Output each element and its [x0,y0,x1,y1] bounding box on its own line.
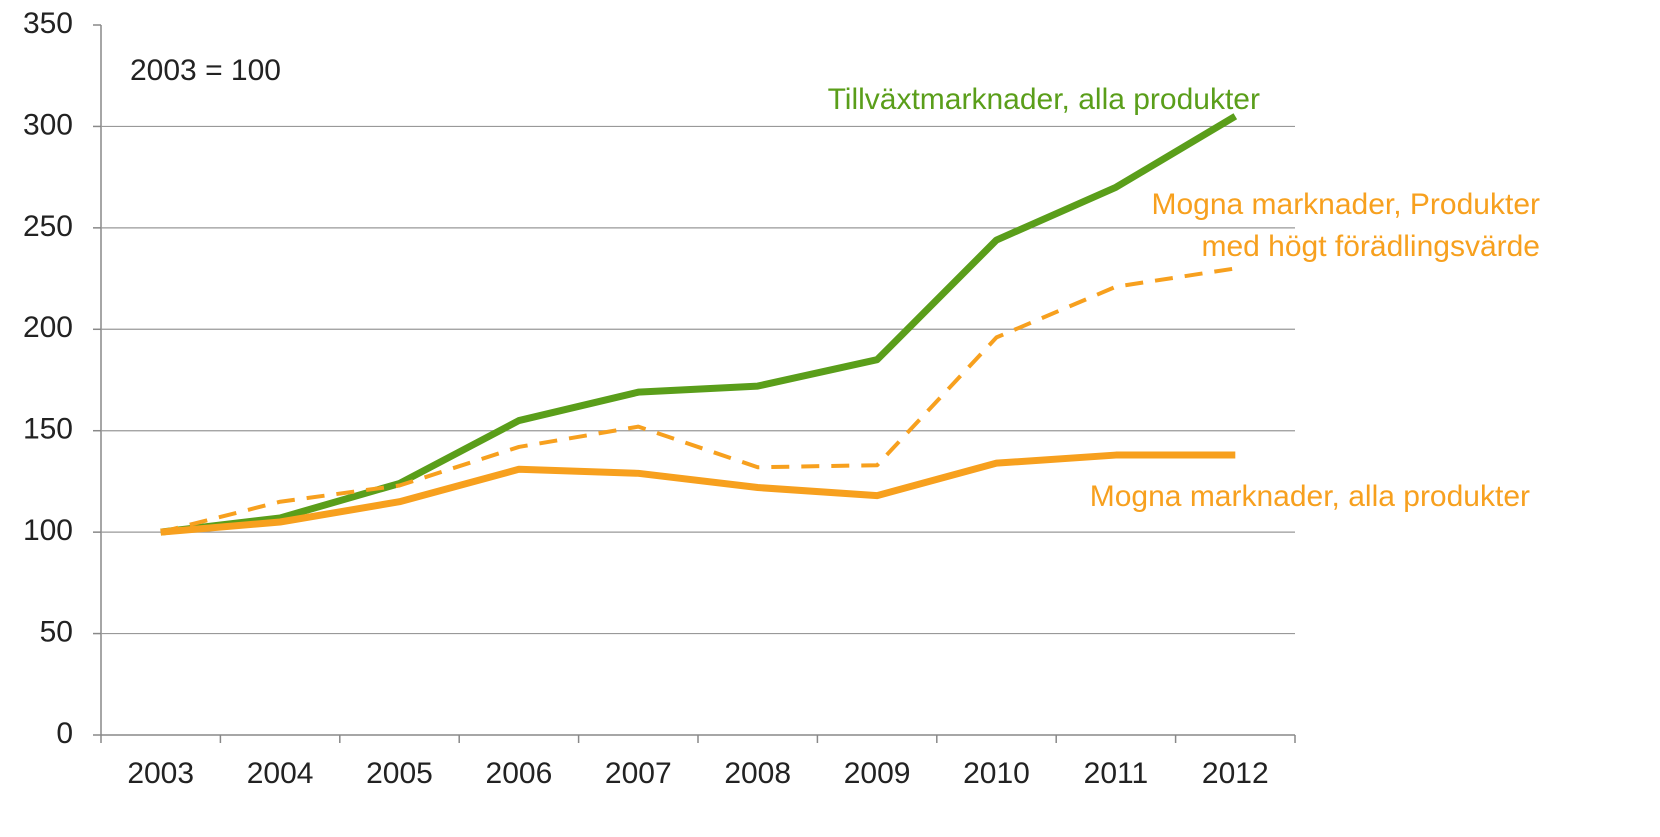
y-tick-label: 100 [23,514,73,547]
x-tick-label: 2003 [127,757,194,790]
series-line [160,451,1236,536]
series-label: Mogna marknader, Produkter med högt förä… [1151,188,1540,263]
x-tick-label: 2012 [1202,757,1269,790]
x-tick-label: 2011 [1084,757,1149,790]
x-tick-label: 2005 [366,757,433,790]
x-tick-label: 2010 [963,757,1030,790]
x-tick-label: 2009 [844,757,911,790]
series-line [160,113,1238,536]
x-tick-label: 2004 [247,757,314,790]
x-tick-label: 2007 [605,757,672,790]
y-tick-label: 350 [23,7,73,40]
y-tick-label: 0 [56,717,73,750]
y-tick-label: 300 [23,108,73,141]
y-tick-label: 250 [23,210,73,243]
series-label: Tillväxtmarknader, alla produkter [827,83,1260,116]
annotation: 2003 = 100 [130,54,281,87]
x-tick-label: 2008 [724,757,791,790]
y-tick-label: 50 [40,615,73,648]
x-tick-label: 2006 [486,757,553,790]
y-tick-label: 150 [23,413,73,446]
y-tick-label: 200 [23,311,73,344]
series-line [160,266,1236,535]
series-label: Mogna marknader, alla produkter [1089,480,1530,513]
